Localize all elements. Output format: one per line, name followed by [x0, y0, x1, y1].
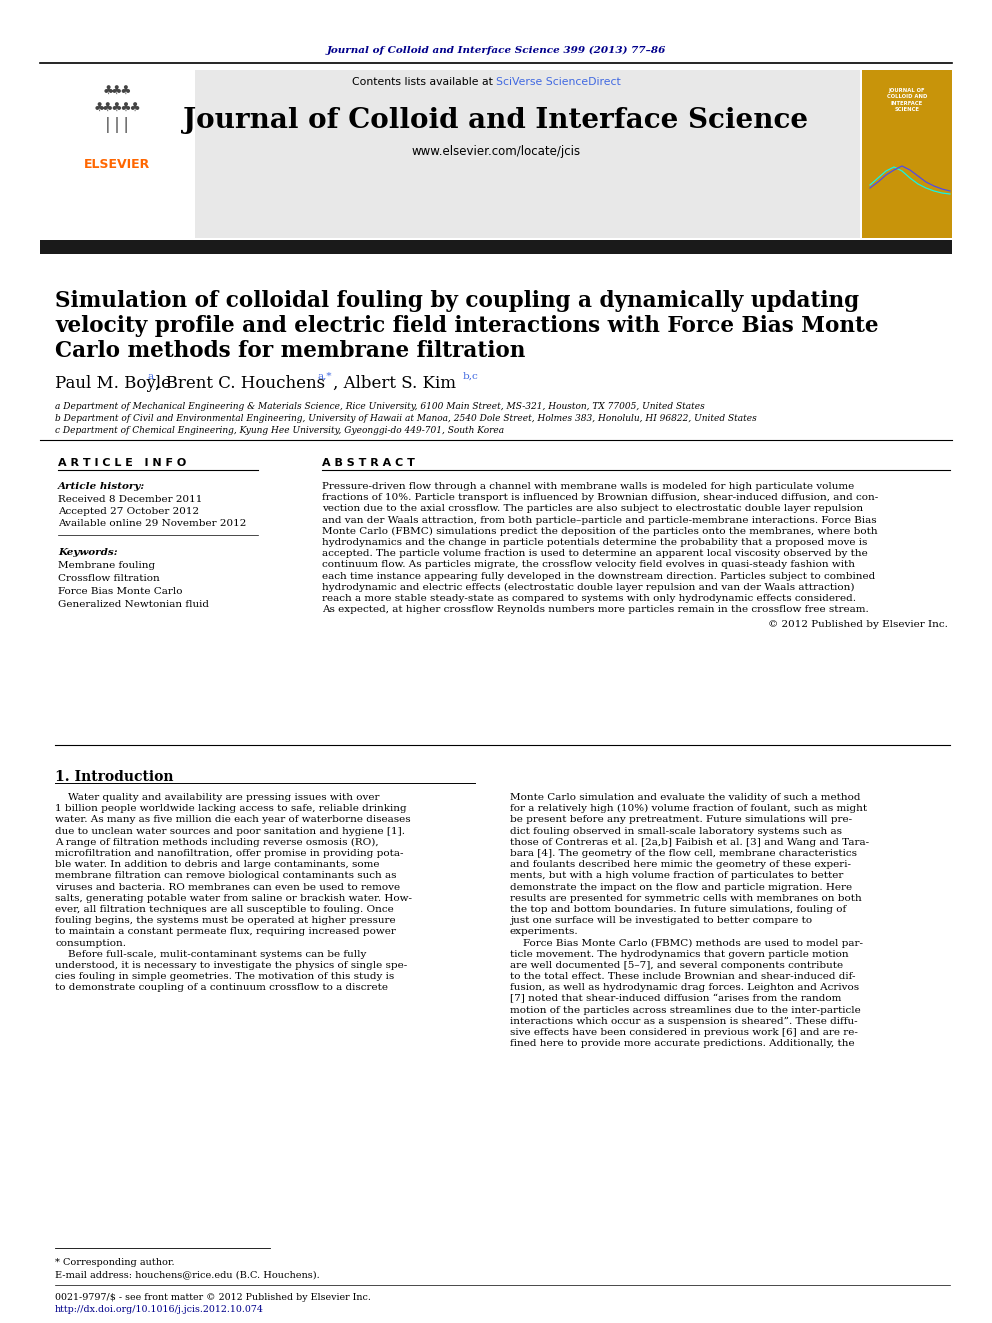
- Text: each time instance appearing fully developed in the downstream direction. Partic: each time instance appearing fully devel…: [322, 572, 875, 581]
- Text: E-mail address: houchens@rice.edu (B.C. Houchens).: E-mail address: houchens@rice.edu (B.C. …: [55, 1270, 319, 1279]
- Text: hydrodynamics and the change in particle potentials determine the probability th: hydrodynamics and the change in particle…: [322, 538, 867, 546]
- Text: fractions of 10%. Particle transport is influenced by Brownian diffusion, shear-: fractions of 10%. Particle transport is …: [322, 493, 878, 503]
- FancyBboxPatch shape: [862, 70, 952, 238]
- Text: continuum flow. As particles migrate, the crossflow velocity field evolves in qu: continuum flow. As particles migrate, th…: [322, 561, 855, 569]
- Text: Before full-scale, mulit-contaminant systems can be fully: Before full-scale, mulit-contaminant sys…: [55, 950, 366, 959]
- Text: b Department of Civil and Environmental Engineering, University of Hawaii at Man: b Department of Civil and Environmental …: [55, 414, 757, 423]
- Text: 1. Introduction: 1. Introduction: [55, 770, 174, 785]
- Text: Journal of Colloid and Interface Science: Journal of Colloid and Interface Science: [184, 106, 808, 134]
- Text: to maintain a constant permeate flux, requiring increased power: to maintain a constant permeate flux, re…: [55, 927, 396, 937]
- Text: microfiltration and nanofiltration, offer promise in providing pota-: microfiltration and nanofiltration, offe…: [55, 849, 404, 859]
- Text: hydrodynamic and electric effects (electrostatic double layer repulsion and van : hydrodynamic and electric effects (elect…: [322, 583, 854, 591]
- Text: and foulants described here mimic the geometry of these experi-: and foulants described here mimic the ge…: [510, 860, 851, 869]
- Text: those of Contreras et al. [2a,b] Faibish et al. [3] and Wang and Tara-: those of Contreras et al. [2a,b] Faibish…: [510, 837, 869, 847]
- Text: ments, but with a high volume fraction of particulates to better: ments, but with a high volume fraction o…: [510, 872, 843, 880]
- Text: Crossflow filtration: Crossflow filtration: [58, 574, 160, 583]
- Text: , Albert S. Kim: , Albert S. Kim: [333, 374, 456, 392]
- Text: A range of filtration methods including reverse osmosis (RO),: A range of filtration methods including …: [55, 837, 379, 847]
- Text: accepted. The particle volume fraction is used to determine an apparent local vi: accepted. The particle volume fraction i…: [322, 549, 868, 558]
- Text: results are presented for symmetric cells with membranes on both: results are presented for symmetric cell…: [510, 894, 862, 902]
- Text: Generalized Newtonian fluid: Generalized Newtonian fluid: [58, 601, 209, 609]
- Text: Contents lists available at: Contents lists available at: [351, 77, 496, 87]
- Text: motion of the particles across streamlines due to the inter-particle: motion of the particles across streamlin…: [510, 1005, 861, 1015]
- FancyBboxPatch shape: [40, 239, 952, 254]
- FancyBboxPatch shape: [40, 70, 195, 238]
- Text: the top and bottom boundaries. In future simulations, fouling of: the top and bottom boundaries. In future…: [510, 905, 846, 914]
- Text: demonstrate the impact on the flow and particle migration. Here: demonstrate the impact on the flow and p…: [510, 882, 852, 892]
- Text: Water quality and availability are pressing issues with over: Water quality and availability are press…: [55, 792, 380, 802]
- Text: http://dx.doi.org/10.1016/j.jcis.2012.10.074: http://dx.doi.org/10.1016/j.jcis.2012.10…: [55, 1304, 264, 1314]
- Text: are well documented [5–7], and several components contribute: are well documented [5–7], and several c…: [510, 960, 843, 970]
- Text: 1 billion people worldwide lacking access to safe, reliable drinking: 1 billion people worldwide lacking acces…: [55, 804, 407, 814]
- Text: experiments.: experiments.: [510, 927, 578, 937]
- Text: bara [4]. The geometry of the flow cell, membrane characteristics: bara [4]. The geometry of the flow cell,…: [510, 849, 857, 859]
- Text: Paul M. Boyle: Paul M. Boyle: [55, 374, 171, 392]
- Text: a Department of Mechanical Engineering & Materials Science, Rice University, 610: a Department of Mechanical Engineering &…: [55, 402, 704, 411]
- Text: b,c: b,c: [463, 372, 479, 381]
- Text: dict fouling observed in small-scale laboratory systems such as: dict fouling observed in small-scale lab…: [510, 827, 842, 836]
- Text: fined here to provide more accurate predictions. Additionally, the: fined here to provide more accurate pred…: [510, 1040, 855, 1048]
- Text: interactions which occur as a suspension is sheared”. These diffu-: interactions which occur as a suspension…: [510, 1017, 858, 1027]
- Text: consumption.: consumption.: [55, 938, 126, 947]
- Text: 0021-9797/$ - see front matter © 2012 Published by Elsevier Inc.: 0021-9797/$ - see front matter © 2012 Pu…: [55, 1293, 371, 1302]
- Text: ever, all filtration techniques are all susceptible to fouling. Once: ever, all filtration techniques are all …: [55, 905, 394, 914]
- Text: fusion, as well as hydrodynamic drag forces. Leighton and Acrivos: fusion, as well as hydrodynamic drag for…: [510, 983, 859, 992]
- Text: A B S T R A C T: A B S T R A C T: [322, 458, 415, 468]
- Text: A R T I C L E   I N F O: A R T I C L E I N F O: [58, 458, 186, 468]
- Text: be present before any pretreatment. Future simulations will pre-: be present before any pretreatment. Futu…: [510, 815, 852, 824]
- Text: velocity profile and electric field interactions with Force Bias Monte: velocity profile and electric field inte…: [55, 315, 879, 337]
- Text: membrane filtration can remove biological contaminants such as: membrane filtration can remove biologica…: [55, 872, 397, 880]
- Text: cies fouling in simple geometries. The motivation of this study is: cies fouling in simple geometries. The m…: [55, 972, 394, 982]
- Text: JOURNAL OF
COLLOID AND
INTERFACE
SCIENCE: JOURNAL OF COLLOID AND INTERFACE SCIENCE: [887, 89, 928, 112]
- Text: Simulation of colloidal fouling by coupling a dynamically updating: Simulation of colloidal fouling by coupl…: [55, 290, 859, 312]
- Text: Pressure-driven flow through a channel with membrane walls is modeled for high p: Pressure-driven flow through a channel w…: [322, 482, 854, 491]
- Text: www.elsevier.com/locate/jcis: www.elsevier.com/locate/jcis: [412, 146, 580, 159]
- Text: for a relatively high (10%) volume fraction of foulant, such as might: for a relatively high (10%) volume fract…: [510, 804, 867, 814]
- Text: © 2012 Published by Elsevier Inc.: © 2012 Published by Elsevier Inc.: [768, 620, 948, 630]
- Text: ♣♣♣
♣♣♣♣♣
  |||: ♣♣♣ ♣♣♣♣♣ |||: [85, 82, 149, 134]
- Text: water. As many as five million die each year of waterborne diseases: water. As many as five million die each …: [55, 815, 411, 824]
- Text: Received 8 December 2011: Received 8 December 2011: [58, 495, 202, 504]
- Text: and van der Waals attraction, from both particle–particle and particle-membrane : and van der Waals attraction, from both …: [322, 516, 877, 525]
- Text: Keywords:: Keywords:: [58, 548, 118, 557]
- Text: Journal of Colloid and Interface Science 399 (2013) 77–86: Journal of Colloid and Interface Science…: [326, 45, 666, 54]
- Text: [7] noted that shear-induced diffusion “arises from the random: [7] noted that shear-induced diffusion “…: [510, 995, 841, 1004]
- Text: just one surface will be investigated to better compare to: just one surface will be investigated to…: [510, 917, 812, 925]
- FancyBboxPatch shape: [40, 70, 860, 238]
- Text: ELSEVIER: ELSEVIER: [84, 159, 150, 172]
- Text: , Brent C. Houchens: , Brent C. Houchens: [155, 374, 325, 392]
- Text: ticle movement. The hydrodynamics that govern particle motion: ticle movement. The hydrodynamics that g…: [510, 950, 848, 959]
- Text: understood, it is necessary to investigate the physics of single spe-: understood, it is necessary to investiga…: [55, 960, 408, 970]
- Text: sive effects have been considered in previous work [6] and are re-: sive effects have been considered in pre…: [510, 1028, 858, 1037]
- Text: fouling begins, the systems must be operated at higher pressure: fouling begins, the systems must be oper…: [55, 917, 396, 925]
- Text: Article history:: Article history:: [58, 482, 145, 491]
- Text: Available online 29 November 2012: Available online 29 November 2012: [58, 519, 246, 528]
- Text: Force Bias Monte Carlo: Force Bias Monte Carlo: [58, 587, 183, 595]
- Text: Force Bias Monte Carlo (FBMC) methods are used to model par-: Force Bias Monte Carlo (FBMC) methods ar…: [510, 938, 863, 947]
- Text: vection due to the axial crossflow. The particles are also subject to electrosta: vection due to the axial crossflow. The …: [322, 504, 863, 513]
- Text: As expected, at higher crossflow Reynolds numbers more particles remain in the c: As expected, at higher crossflow Reynold…: [322, 605, 869, 614]
- Text: to the total effect. These include Brownian and shear-induced dif-: to the total effect. These include Brown…: [510, 972, 855, 982]
- Text: Monte Carlo simulation and evaluate the validity of such a method: Monte Carlo simulation and evaluate the …: [510, 792, 860, 802]
- Text: Monte Carlo (FBMC) simulations predict the deposition of the particles onto the : Monte Carlo (FBMC) simulations predict t…: [322, 527, 878, 536]
- Text: * Corresponding author.: * Corresponding author.: [55, 1258, 175, 1267]
- Text: due to unclean water sources and poor sanitation and hygiene [1].: due to unclean water sources and poor sa…: [55, 827, 405, 836]
- Text: to demonstrate coupling of a continuum crossflow to a discrete: to demonstrate coupling of a continuum c…: [55, 983, 388, 992]
- Text: SciVerse ScienceDirect: SciVerse ScienceDirect: [496, 77, 621, 87]
- Text: Accepted 27 October 2012: Accepted 27 October 2012: [58, 507, 199, 516]
- Text: c Department of Chemical Engineering, Kyung Hee University, Gyeonggi-do 449-701,: c Department of Chemical Engineering, Ky…: [55, 426, 504, 435]
- Text: viruses and bacteria. RO membranes can even be used to remove: viruses and bacteria. RO membranes can e…: [55, 882, 400, 892]
- Text: a,*: a,*: [317, 372, 331, 381]
- Text: Membrane fouling: Membrane fouling: [58, 561, 155, 570]
- Text: Carlo methods for membrane filtration: Carlo methods for membrane filtration: [55, 340, 526, 363]
- Text: reach a more stable steady-state as compared to systems with only hydrodynamic e: reach a more stable steady-state as comp…: [322, 594, 856, 603]
- Text: a: a: [148, 372, 154, 381]
- Text: ble water. In addition to debris and large contaminants, some: ble water. In addition to debris and lar…: [55, 860, 380, 869]
- Text: salts, generating potable water from saline or brackish water. How-: salts, generating potable water from sal…: [55, 894, 412, 902]
